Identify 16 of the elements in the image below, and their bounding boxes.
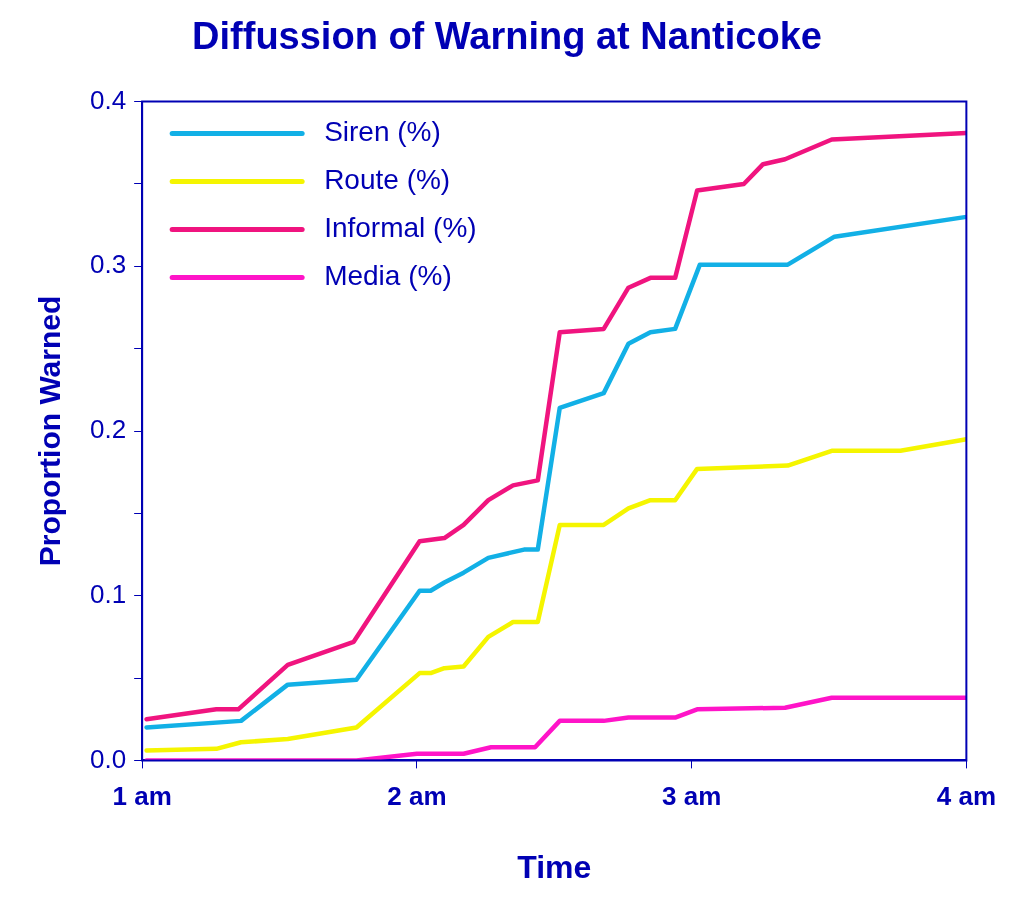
x-tick-label: 2 am	[387, 781, 447, 812]
x-tick-label: 3 am	[661, 781, 722, 812]
y-tick-label: 0.4	[89, 84, 127, 115]
y-tick-label: 0.2	[89, 414, 127, 445]
x-axis-title: Time	[517, 848, 592, 885]
legend-label: Siren (%)	[324, 116, 441, 148]
chart-title: Diffussion of Warning at Nanticoke	[192, 15, 822, 58]
y-tick-label: 0.3	[89, 249, 127, 280]
legend-label: Media (%)	[324, 260, 452, 292]
legend-label: Route (%)	[324, 164, 451, 196]
legend-label: Informal (%)	[324, 212, 477, 244]
y-tick-label: 0.1	[89, 578, 127, 609]
x-tick-label: 1 am	[112, 781, 172, 812]
x-tick-label: 4 am	[936, 781, 996, 812]
y-tick-label: 0.0	[89, 743, 127, 774]
y-axis-title: Proportion Warned	[33, 295, 67, 567]
